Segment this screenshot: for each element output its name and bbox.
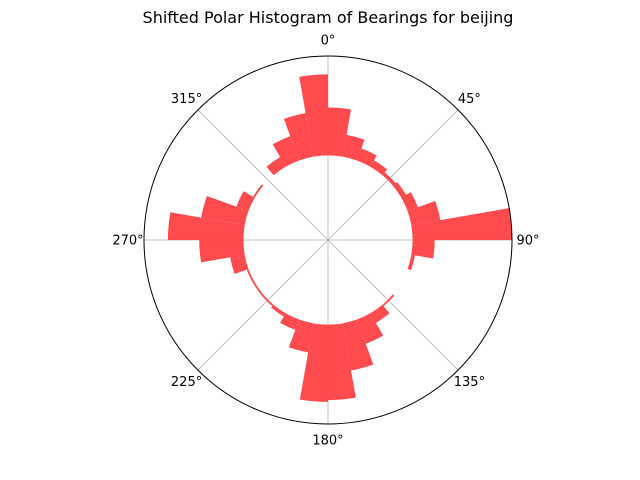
grid-spoke <box>327 239 459 371</box>
histogram-bar <box>342 134 365 161</box>
grid-spoke <box>197 109 329 241</box>
histogram-bar <box>401 192 418 212</box>
histogram-bar <box>167 212 245 240</box>
theta-tick-label: 45° <box>458 92 481 107</box>
histogram-bar <box>342 319 374 371</box>
histogram-bar <box>199 240 245 263</box>
theta-tick-label: 180° <box>312 434 343 449</box>
histogram-bar <box>392 182 407 198</box>
theta-tick-label: 135° <box>454 375 485 390</box>
histogram-bar <box>407 200 441 226</box>
histogram-bar <box>246 268 255 284</box>
histogram-bar <box>370 304 390 323</box>
histogram-bar <box>401 268 408 283</box>
histogram-bar <box>253 184 264 198</box>
histogram-bar <box>280 313 300 330</box>
histogram-bar <box>236 191 255 212</box>
histogram-bar <box>261 294 274 307</box>
histogram-bar <box>382 172 396 186</box>
theta-ticks: 0° 45° 90° 135° 180° 225° 270° 315° <box>112 34 539 449</box>
theta-tick-label: 270° <box>112 234 143 249</box>
histogram-bar <box>253 282 264 296</box>
chart-title: Shifted Polar Histogram of Bearings for … <box>143 8 514 27</box>
histogram-bar <box>299 323 328 402</box>
histogram-bar <box>356 313 384 344</box>
histogram-bar <box>411 240 435 259</box>
histogram-bar <box>266 157 286 176</box>
grid-spoke <box>327 109 459 241</box>
histogram-bar <box>392 282 402 295</box>
grid-spoke <box>197 239 329 371</box>
outer-frame <box>143 55 513 425</box>
theta-tick-label: 225° <box>171 375 202 390</box>
histogram-bar <box>356 148 377 167</box>
histogram-bar <box>283 113 314 161</box>
histogram-bar <box>407 254 415 271</box>
histogram-bar <box>382 294 395 307</box>
histogram-bar <box>288 319 314 353</box>
theta-tick-label: 0° <box>321 34 336 49</box>
histogram-bar <box>370 160 388 176</box>
histogram-bar <box>328 107 351 157</box>
histogram-bar <box>411 208 512 240</box>
histogram-bar <box>328 323 356 401</box>
bars-layer <box>167 74 512 402</box>
histogram-bar <box>299 74 328 157</box>
theta-tick-label: 315° <box>171 92 202 107</box>
histogram-bar <box>201 195 249 226</box>
histogram-bar <box>272 136 300 167</box>
histogram-bar <box>230 254 249 274</box>
theta-tick-label: 90° <box>516 234 539 249</box>
histogram-bar <box>271 304 286 317</box>
